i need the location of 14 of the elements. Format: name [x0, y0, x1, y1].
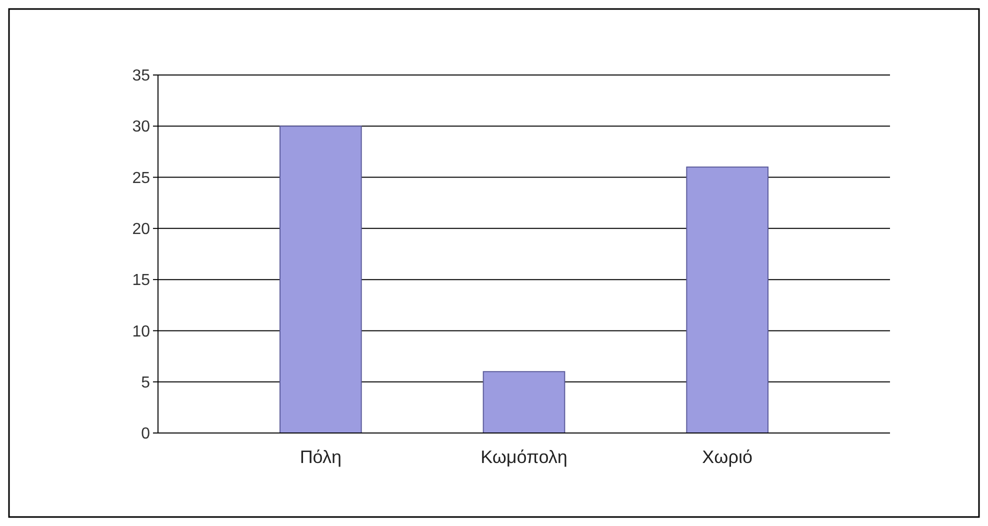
y-tick-label: 30: [132, 118, 150, 136]
bar: [482, 371, 566, 434]
y-tick-label: 0: [141, 426, 150, 443]
y-tick-label: 15: [132, 272, 150, 290]
bar: [280, 126, 362, 434]
y-tick-label: 5: [141, 374, 150, 392]
y-tick-label: 10: [132, 323, 150, 340]
bar: [686, 166, 768, 434]
y-tick-label: 20: [132, 221, 150, 238]
y-tick-label: 35: [132, 68, 150, 85]
x-tick-label: Χωριό: [702, 447, 752, 467]
x-tick-label: Κωμόπολη: [480, 447, 568, 467]
y-tick-label: 25: [132, 170, 150, 187]
x-tick-label: Πόλη: [300, 447, 342, 467]
